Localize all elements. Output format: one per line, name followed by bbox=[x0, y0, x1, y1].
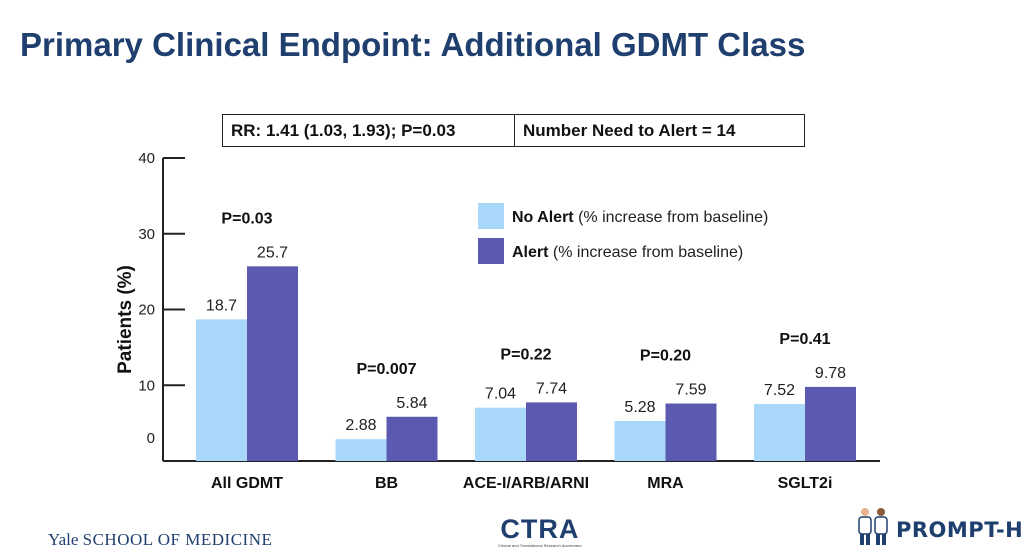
number-needed-text: Number Need to Alert = 14 bbox=[523, 120, 736, 140]
y-tick-label: 30 bbox=[138, 226, 155, 243]
relative-risk-text: RR: 1.41 (1.03, 1.93); P=0.03 bbox=[223, 115, 515, 146]
bar-value-label: 7.59 bbox=[675, 382, 706, 399]
y-tick-label: 10 bbox=[138, 377, 155, 394]
bar-value-label: 25.7 bbox=[257, 244, 288, 261]
bar-no-alert bbox=[614, 421, 666, 461]
bar-value-label: 5.28 bbox=[624, 399, 655, 416]
legend-label: No Alert (% increase from baseline) bbox=[512, 209, 768, 226]
bar-no-alert bbox=[335, 439, 387, 461]
bar-alert bbox=[247, 266, 298, 461]
bar-value-label: 18.7 bbox=[206, 297, 237, 314]
bar-value-label: 7.74 bbox=[536, 380, 567, 397]
bar-alert bbox=[665, 403, 717, 461]
p-value-label: P=0.41 bbox=[779, 331, 830, 348]
y-tick-label: 0 bbox=[147, 430, 155, 447]
prompt-hf-text: PROMPT-HF bbox=[896, 518, 1024, 542]
legend-swatch bbox=[478, 203, 504, 229]
bar-value-label: 5.84 bbox=[396, 395, 427, 412]
legend-swatch bbox=[478, 238, 504, 264]
yale-brand: Yale bbox=[48, 530, 79, 549]
y-axis-title: Patients (%) bbox=[115, 265, 136, 374]
x-tick-label: ACE-I/ARB/ARNI bbox=[463, 475, 589, 492]
bar-no-alert bbox=[196, 319, 247, 461]
prompt-hf-logo: PROMPT-HF bbox=[856, 506, 1024, 546]
x-tick-label: All GDMT bbox=[211, 475, 283, 492]
slide-title: Primary Clinical Endpoint: Additional GD… bbox=[20, 26, 806, 63]
ctra-logo-text: CTRA bbox=[500, 514, 580, 544]
ctra-logo: CTRA Clinical and Translational Research… bbox=[498, 515, 582, 548]
stats-box: RR: 1.41 (1.03, 1.93); P=0.03 Number Nee… bbox=[222, 114, 805, 147]
bar-value-label: 7.04 bbox=[485, 386, 516, 403]
bar-no-alert bbox=[475, 407, 526, 461]
p-value-label: P=0.22 bbox=[500, 346, 551, 363]
p-value-label: P=0.03 bbox=[221, 210, 272, 227]
bar-value-label: 2.88 bbox=[345, 417, 376, 434]
p-value-label: P=0.20 bbox=[640, 348, 691, 365]
x-tick-label: MRA bbox=[647, 475, 684, 492]
bar-no-alert bbox=[754, 404, 805, 461]
x-tick-label: SGLT2i bbox=[778, 475, 833, 492]
x-tick-label: BB bbox=[375, 475, 398, 492]
bar-alert bbox=[805, 386, 856, 461]
legend-label: Alert (% increase from baseline) bbox=[512, 244, 743, 261]
yale-school-text: SCHOOL OF MEDICINE bbox=[82, 530, 273, 549]
ctra-subtitle: Clinical and Translational Research Acce… bbox=[498, 543, 582, 548]
y-tick-label: 20 bbox=[138, 302, 155, 319]
y-tick-label: 40 bbox=[138, 150, 155, 167]
bar-value-label: 7.52 bbox=[764, 382, 795, 399]
yale-logo: Yale SCHOOL OF MEDICINE bbox=[48, 530, 272, 550]
bar-value-label: 9.78 bbox=[815, 365, 846, 382]
bar-alert bbox=[526, 402, 577, 461]
p-value-label: P=0.007 bbox=[356, 361, 416, 378]
bar-alert bbox=[386, 416, 438, 461]
clinicians-icon bbox=[858, 508, 888, 545]
